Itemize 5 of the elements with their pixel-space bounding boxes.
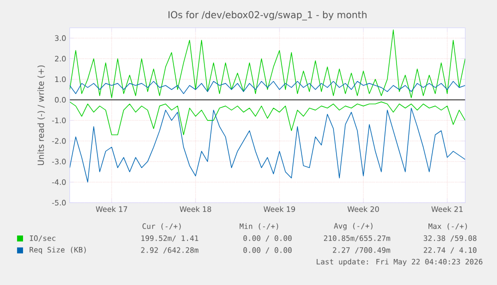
line-series: [70, 101, 466, 136]
y-axis-title: Units read (-) / write (+): [37, 65, 45, 165]
line-series: [70, 80, 466, 94]
chart-title: IOs for /dev/ebox02-vg/swap_1 - by month: [168, 10, 367, 20]
line-series: [70, 29, 466, 98]
